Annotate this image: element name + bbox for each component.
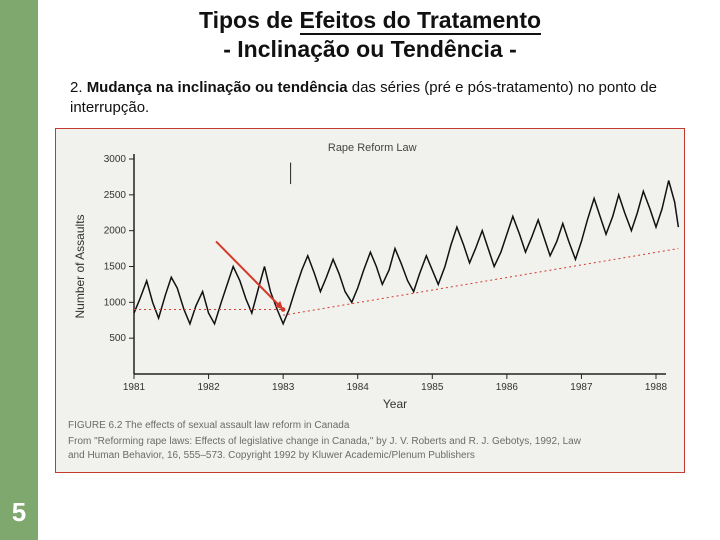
title-underlined: Efeitos do Tratamento	[300, 7, 542, 35]
svg-text:1500: 1500	[104, 262, 127, 273]
body-paragraph: 2. Mudança na inclinação ou tendência da…	[70, 78, 680, 119]
svg-text:1988: 1988	[645, 382, 668, 393]
body-prefix: 2.	[70, 79, 87, 96]
page-number: 5	[0, 497, 38, 528]
svg-text:2000: 2000	[104, 226, 127, 237]
svg-text:1982: 1982	[197, 382, 220, 393]
body-bold: Mudança na inclinação ou tendência	[87, 79, 348, 96]
slide-title: Tipos de Efeitos do Tratamento - Inclina…	[70, 6, 670, 64]
svg-text:500: 500	[109, 333, 126, 344]
svg-text:1985: 1985	[421, 382, 444, 393]
figure-caption-3: and Human Behavior, 16, 555–573. Copyrig…	[68, 449, 475, 462]
svg-text:1981: 1981	[123, 382, 146, 393]
svg-text:Year: Year	[383, 397, 407, 411]
svg-text:1983: 1983	[272, 382, 295, 393]
figure-caption-2: From "Reforming rape laws: Effects of le…	[68, 435, 581, 448]
svg-text:Number of Assaults: Number of Assaults	[73, 214, 87, 318]
svg-text:1984: 1984	[347, 382, 370, 393]
svg-text:Rape Reform Law: Rape Reform Law	[328, 142, 417, 154]
chart-container: 500 1000 1500 2000 2500 3000 1981 1982 1983 1984 1…	[55, 128, 685, 473]
svg-text:2500: 2500	[104, 190, 127, 201]
slide-sidebar	[0, 0, 38, 540]
svg-text:1987: 1987	[570, 382, 593, 393]
title-pre: Tipos de	[199, 7, 300, 33]
svg-text:3000: 3000	[104, 154, 127, 165]
svg-text:1986: 1986	[496, 382, 519, 393]
figure-caption-1: FIGURE 6.2 The effects of sexual assault…	[68, 419, 349, 432]
title-line2: - Inclinação ou Tendência -	[223, 36, 517, 62]
svg-text:1000: 1000	[104, 297, 127, 308]
